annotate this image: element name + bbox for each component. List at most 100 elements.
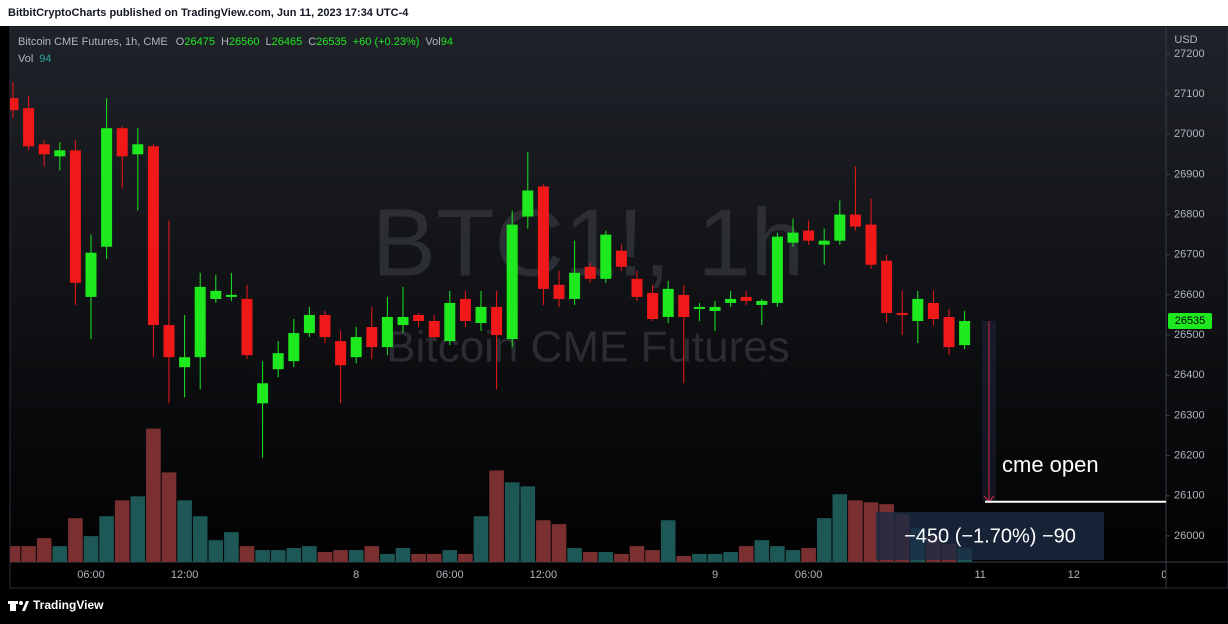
volume-bar <box>333 550 348 562</box>
volume-bar <box>629 546 645 562</box>
volume-bar <box>208 540 224 562</box>
candle-body <box>147 146 159 326</box>
candle-body <box>475 306 487 324</box>
candle-body <box>849 214 861 227</box>
legend-value: 94 <box>39 53 51 65</box>
volume-bar <box>723 552 738 562</box>
x-tick-label: 06:00 <box>77 569 105 581</box>
candle-body <box>366 327 378 348</box>
volume-bar <box>380 553 395 562</box>
candle-body <box>303 314 315 334</box>
volume-bar <box>473 516 489 562</box>
candle-body <box>116 128 128 157</box>
candle-body <box>756 300 768 305</box>
legend-symbol: Bitcoin CME Futures, 1h, CME <box>18 36 168 48</box>
y-tick-label: 26700 <box>1174 249 1205 261</box>
candle-body <box>241 298 253 356</box>
volume-bar <box>426 553 442 562</box>
candle-body <box>69 150 81 283</box>
candle-body <box>881 260 893 313</box>
candle-body <box>194 286 206 358</box>
x-tick-label: 06:00 <box>795 569 823 581</box>
volume-bar <box>660 520 676 562</box>
candle-body <box>319 314 331 338</box>
volume-bar <box>567 548 582 562</box>
candle-body <box>678 294 690 317</box>
volume-bar <box>754 540 770 562</box>
candle-body <box>896 312 908 315</box>
overlay: −450 (−1.70%) −90 cme open <box>876 321 1166 560</box>
candle-body <box>927 302 939 320</box>
legend-key: O <box>176 36 185 48</box>
x-tick-label: 8 <box>353 569 359 581</box>
candle-body <box>522 190 534 217</box>
y-tick-label: 26400 <box>1174 369 1205 381</box>
candle-body <box>54 150 66 157</box>
candle-body <box>834 214 846 241</box>
volume-bar <box>536 520 551 562</box>
volume-bar <box>598 552 614 562</box>
volume-bar <box>458 553 473 562</box>
candle-body <box>787 232 799 243</box>
price-unit: USD <box>1174 34 1197 46</box>
x-tick-label: 9 <box>712 569 718 581</box>
volume-bar <box>270 550 286 562</box>
candle-body <box>943 316 955 348</box>
candle-layer <box>10 82 971 458</box>
volume-bar <box>224 532 239 562</box>
volume-bar <box>832 494 848 562</box>
candle-body <box>257 383 269 404</box>
volume-bar <box>161 472 177 562</box>
footer-logo <box>8 601 29 611</box>
volume-bar <box>770 546 785 562</box>
volume-bar <box>255 550 270 562</box>
price-tag <box>1168 313 1212 330</box>
time-axis: 06:00 12:00 8 06:00 12:00 9 06:00 11 12 06 <box>77 569 1173 581</box>
volume-bar <box>645 550 660 562</box>
candle-body <box>163 325 175 358</box>
candle-body <box>459 298 471 322</box>
legend-line: Bitcoin CME Futures, 1h, CME O26475 H26560… <box>18 36 453 48</box>
candle-body <box>335 341 347 366</box>
candle-body <box>584 266 596 279</box>
volume-bar <box>582 552 598 562</box>
candle-body <box>600 234 612 279</box>
volume-bar <box>130 496 146 562</box>
volume-bar <box>36 538 52 562</box>
candle-body <box>740 296 752 301</box>
volume-bar <box>848 500 863 562</box>
candle-body <box>569 272 581 299</box>
candle-body <box>288 333 300 362</box>
y-tick-label: 26900 <box>1174 168 1205 180</box>
y-tick-label: 26000 <box>1174 530 1205 542</box>
candle-body <box>959 321 971 346</box>
volume-bar <box>192 516 208 562</box>
volume-bar <box>177 500 192 562</box>
candle-body <box>272 353 284 370</box>
volume-bar <box>395 548 411 562</box>
candle-body <box>803 230 815 241</box>
y-tick-label: 26800 <box>1174 208 1205 220</box>
measure-label: −450 (−1.70%) −90 <box>904 525 1076 547</box>
legend-value: 94 <box>441 36 453 48</box>
legend-value: 26475 <box>184 36 215 48</box>
x-tick-label: 12:00 <box>171 569 199 581</box>
candle-body <box>537 186 549 289</box>
candle-body <box>771 236 783 303</box>
candle-body <box>615 250 627 267</box>
volume-bar <box>10 546 21 562</box>
candle-body <box>38 144 50 155</box>
candle-body <box>662 288 674 317</box>
volume-bar <box>286 548 302 562</box>
legend-key: Vol <box>425 36 440 48</box>
candle-body <box>101 128 113 247</box>
volume-bar <box>364 546 380 562</box>
watermark: BTC1!, 1h <box>372 189 804 296</box>
volume-legend: Vol 94 <box>18 53 52 65</box>
candle-body <box>912 298 924 322</box>
x-tick-label: 06 <box>1161 569 1173 581</box>
candle-body <box>506 224 518 340</box>
candle-body <box>350 337 362 358</box>
y-tick-label: 27000 <box>1174 128 1205 140</box>
